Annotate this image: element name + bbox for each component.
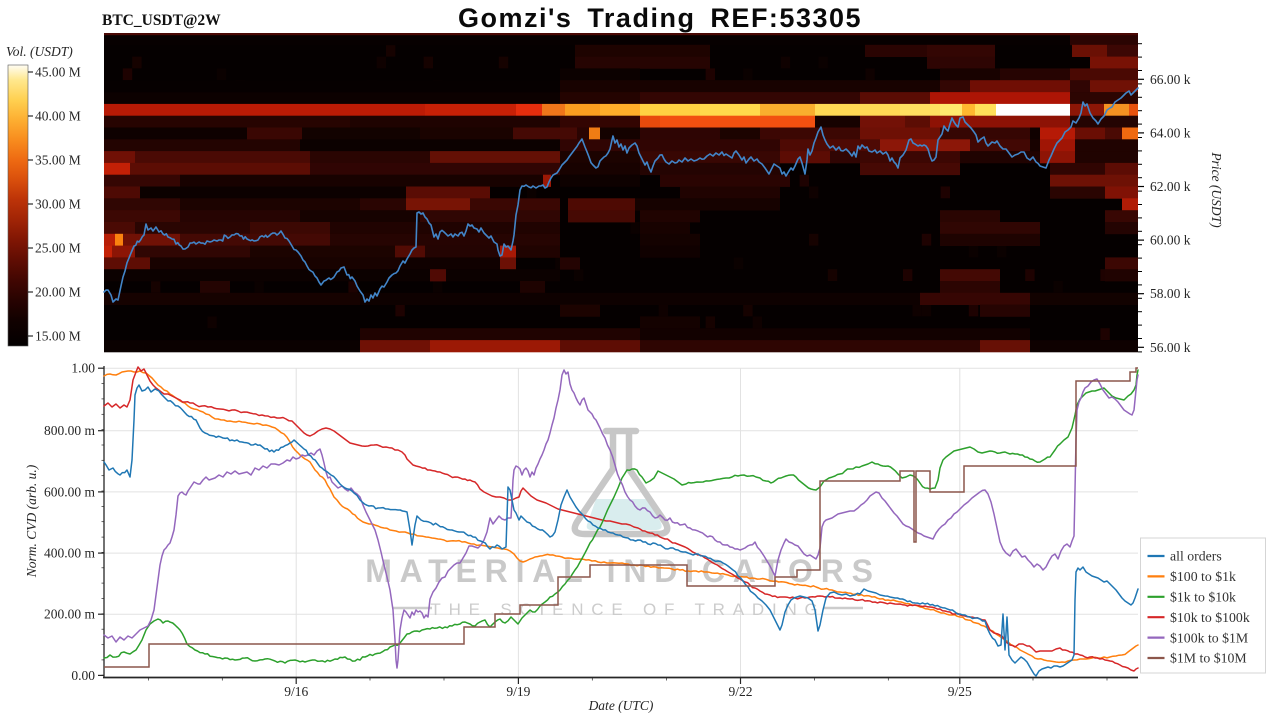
svg-text:MATERIAL INDICATORS: MATERIAL INDICATORS	[365, 553, 881, 589]
svg-text:Gomzi's Trading REF:53305: Gomzi's Trading REF:53305	[458, 3, 862, 33]
svg-text:BTC_USDT@2W: BTC_USDT@2W	[102, 12, 221, 29]
svg-text:$100 to $1k: $100 to $1k	[1170, 569, 1236, 584]
svg-text:9/19: 9/19	[506, 684, 530, 699]
svg-text:9/16: 9/16	[284, 684, 308, 699]
svg-text:800.00 m: 800.00 m	[44, 423, 96, 438]
svg-text:25.00 M: 25.00 M	[35, 241, 81, 256]
svg-text:9/22: 9/22	[728, 684, 752, 699]
svg-text:$1M to $10M: $1M to $10M	[1170, 651, 1247, 666]
svg-text:Price (USDT): Price (USDT)	[1209, 151, 1224, 228]
svg-text:$100k to $1M: $100k to $1M	[1170, 630, 1248, 645]
svg-text:30.00 M: 30.00 M	[35, 197, 81, 212]
svg-text:all orders: all orders	[1170, 549, 1222, 564]
svg-text:0.00: 0.00	[71, 668, 95, 683]
svg-text:1.00: 1.00	[71, 361, 95, 376]
svg-text:$1k to $10k: $1k to $10k	[1170, 590, 1236, 605]
svg-text:Vol. (USDT): Vol. (USDT)	[6, 44, 73, 59]
svg-text:66.00 k: 66.00 k	[1150, 72, 1191, 87]
svg-text:56.00 k: 56.00 k	[1150, 340, 1191, 355]
svg-text:20.00 M: 20.00 M	[35, 285, 81, 300]
svg-text:64.00 k: 64.00 k	[1150, 125, 1191, 140]
svg-text:60.00 k: 60.00 k	[1150, 233, 1191, 248]
svg-text:600.00 m: 600.00 m	[44, 484, 96, 499]
svg-text:9/25: 9/25	[948, 684, 972, 699]
svg-text:35.00 M: 35.00 M	[35, 153, 81, 168]
svg-text:45.00 M: 45.00 M	[35, 65, 81, 80]
svg-text:62.00 k: 62.00 k	[1150, 179, 1191, 194]
svg-text:400.00 m: 400.00 m	[44, 546, 96, 561]
svg-text:200.00 m: 200.00 m	[44, 607, 96, 622]
svg-text:THE SCIENCE OF TRADING: THE SCIENCE OF TRADING	[430, 600, 825, 619]
svg-text:Date (UTC): Date (UTC)	[588, 698, 654, 713]
svg-text:$10k to $100k: $10k to $100k	[1170, 610, 1250, 625]
svg-text:40.00 M: 40.00 M	[35, 109, 81, 124]
svg-text:Norm. CVD (arb. u.): Norm. CVD (arb. u.)	[24, 464, 39, 578]
svg-text:15.00 M: 15.00 M	[35, 329, 81, 344]
svg-text:58.00 k: 58.00 k	[1150, 286, 1191, 301]
